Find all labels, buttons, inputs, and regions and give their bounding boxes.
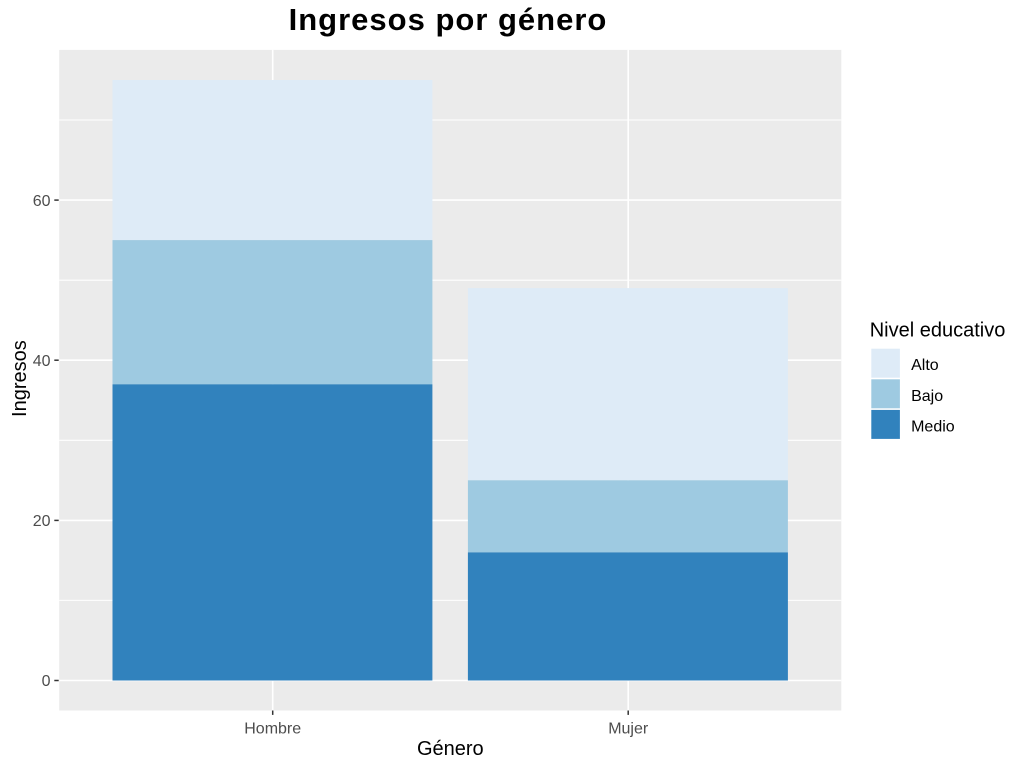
svg-text:Nivel educativo: Nivel educativo — [870, 320, 1006, 342]
svg-text:20: 20 — [33, 513, 51, 530]
svg-text:40: 40 — [33, 353, 51, 370]
svg-text:Bajo: Bajo — [911, 388, 943, 405]
svg-text:Ingresos por género: Ingresos por género — [289, 2, 608, 37]
svg-text:Género: Género — [417, 738, 484, 760]
svg-text:60: 60 — [33, 193, 51, 210]
svg-text:Alto: Alto — [911, 357, 939, 374]
svg-text:Ingresos: Ingresos — [9, 340, 31, 417]
svg-text:0: 0 — [42, 673, 51, 690]
svg-text:Medio: Medio — [911, 418, 955, 435]
svg-text:Hombre: Hombre — [244, 721, 301, 738]
svg-text:Mujer: Mujer — [608, 721, 649, 738]
